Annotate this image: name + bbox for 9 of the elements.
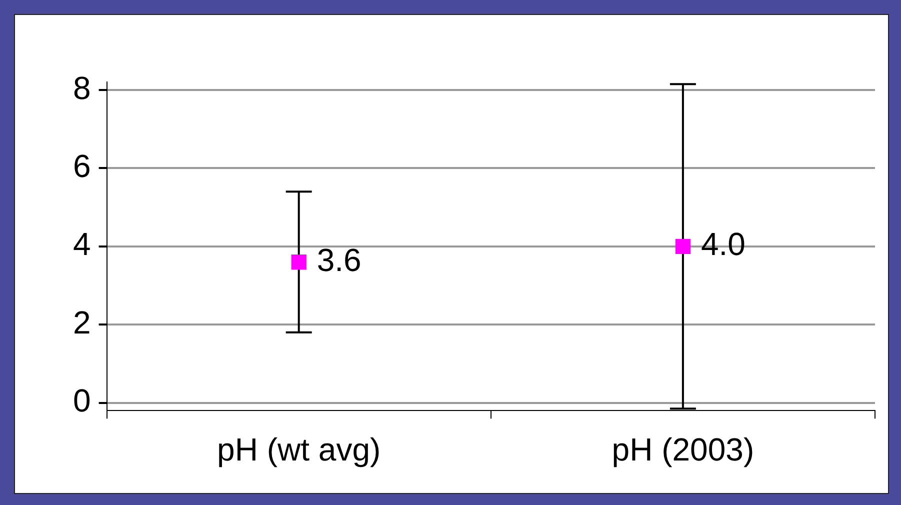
- y-tick-label: 0: [73, 382, 91, 419]
- x-tick-label: pH (2003): [612, 432, 754, 468]
- data-label: 4.0: [700, 226, 746, 262]
- y-tick-label: 8: [73, 70, 91, 106]
- y-tick-label: 2: [73, 304, 91, 340]
- data-label: 3.6: [316, 242, 362, 278]
- x-tick-label: pH (wt avg): [217, 432, 381, 468]
- y-tick-label: 6: [73, 148, 91, 184]
- y-tick-label: 4: [73, 226, 91, 262]
